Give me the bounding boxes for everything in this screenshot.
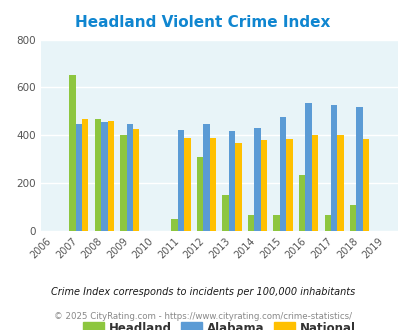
Bar	[273, 215, 279, 231]
Bar	[171, 219, 177, 231]
Bar	[120, 135, 126, 231]
Bar	[228, 131, 234, 231]
Bar	[95, 118, 101, 231]
Bar	[298, 175, 305, 231]
Bar	[260, 140, 266, 231]
Bar	[254, 128, 260, 231]
Bar	[196, 157, 203, 231]
Bar	[349, 205, 356, 231]
Bar	[82, 119, 88, 231]
Bar	[286, 139, 292, 231]
Bar	[222, 195, 228, 231]
Bar	[75, 124, 82, 231]
Bar	[324, 215, 330, 231]
Bar	[177, 130, 184, 231]
Bar	[247, 215, 254, 231]
Bar	[184, 138, 190, 231]
Bar	[337, 135, 343, 231]
Bar	[279, 117, 286, 231]
Bar	[203, 124, 209, 231]
Bar	[330, 105, 337, 231]
Bar	[362, 139, 368, 231]
Text: Crime Index corresponds to incidents per 100,000 inhabitants: Crime Index corresponds to incidents per…	[51, 287, 354, 297]
Bar	[356, 107, 362, 231]
Bar	[305, 104, 311, 231]
Bar	[126, 124, 133, 231]
Bar	[107, 121, 114, 231]
Bar	[133, 129, 139, 231]
Bar	[69, 76, 75, 231]
Text: Headland Violent Crime Index: Headland Violent Crime Index	[75, 15, 330, 30]
Legend: Headland, Alabama, National: Headland, Alabama, National	[78, 317, 360, 330]
Bar	[234, 143, 241, 231]
Bar	[311, 135, 318, 231]
Text: © 2025 CityRating.com - https://www.cityrating.com/crime-statistics/: © 2025 CityRating.com - https://www.city…	[54, 312, 351, 321]
Bar	[209, 138, 215, 231]
Bar	[101, 122, 107, 231]
